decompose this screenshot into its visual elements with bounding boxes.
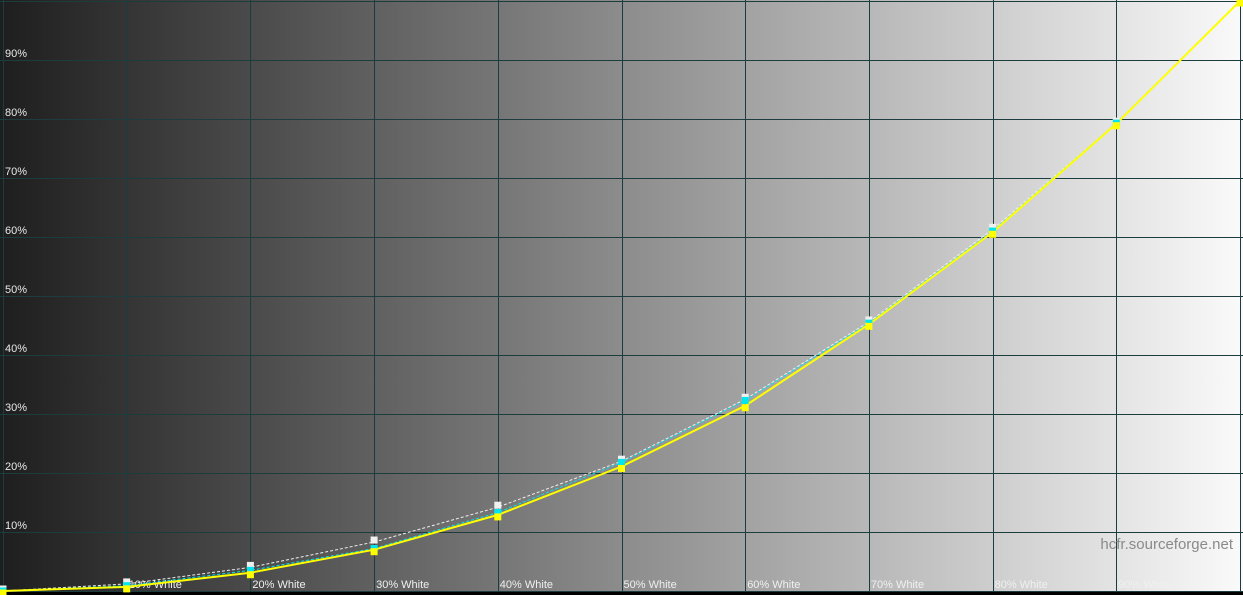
data-point [123,578,131,586]
data-point [0,589,7,595]
watermark: hcfr.sourceforge.net [1100,536,1233,553]
y-tick-label: 30% [5,402,27,414]
y-tick-label: 10% [5,520,27,532]
data-point [1236,0,1243,7]
data-point [370,548,378,556]
data-point [865,322,873,330]
data-point [741,404,749,412]
data-point [989,223,997,231]
data-point [123,585,131,593]
data-point [618,458,625,466]
x-tick-label: 90% White [1118,579,1171,591]
data-point [989,230,997,238]
y-tick-label: 90% [5,48,27,60]
data-point [246,561,254,569]
bottom-border [0,592,1243,595]
y-tick-label: 70% [5,166,27,178]
data-point [741,396,749,404]
x-axis-labels: 10% White 20% White 30% White 40% White 50% … [129,579,1172,591]
data-point [370,536,378,544]
data-point [494,509,502,517]
data-point [246,566,254,574]
data-point [246,571,254,579]
y-tick-label: 40% [5,343,27,355]
x-tick-label: 80% White [995,579,1048,591]
y-tick-label: 80% [5,107,27,119]
x-tick-label: 30% White [376,579,429,591]
data-point [1112,122,1120,130]
x-tick-label: 20% White [252,579,305,591]
x-tick-label: 50% White [624,579,677,591]
y-axis-labels: 10% 20% 30% 40% 50% 60% 70% 80% 90% [5,48,27,532]
x-tick-label: 60% White [747,579,800,591]
y-tick-label: 60% [5,225,27,237]
x-tick-label: 40% White [500,579,553,591]
y-tick-label: 20% [5,461,27,473]
y-tick-label: 50% [5,284,27,296]
data-point [494,501,502,509]
data-point [618,465,625,473]
x-tick-label: 70% White [871,579,924,591]
data-point [494,513,502,521]
